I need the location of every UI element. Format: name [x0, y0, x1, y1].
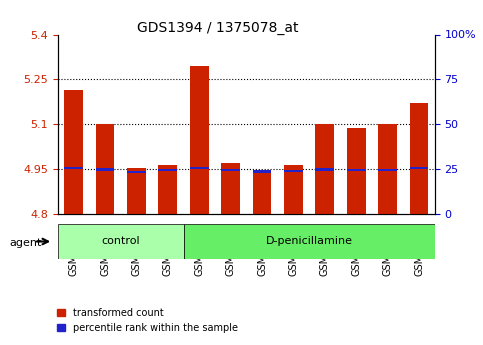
- Text: D-penicillamine: D-penicillamine: [266, 237, 353, 246]
- Bar: [347, 169, 366, 171]
- Bar: [184, 224, 435, 259]
- Bar: [96, 168, 114, 171]
- Bar: [347, 128, 366, 214]
- Bar: [378, 169, 397, 171]
- Legend: transformed count, percentile rank within the sample: transformed count, percentile rank withi…: [53, 304, 242, 337]
- Bar: [158, 165, 177, 214]
- Bar: [284, 170, 303, 172]
- Text: agent: agent: [10, 238, 42, 248]
- Bar: [284, 165, 303, 214]
- Bar: [127, 168, 146, 214]
- Bar: [64, 167, 83, 169]
- Bar: [410, 103, 428, 214]
- Bar: [378, 124, 397, 214]
- Bar: [221, 169, 240, 171]
- Bar: [127, 170, 146, 173]
- Bar: [410, 167, 428, 169]
- Bar: [253, 172, 271, 214]
- Bar: [64, 90, 83, 214]
- Bar: [315, 124, 334, 214]
- Text: GDS1394 / 1375078_at: GDS1394 / 1375078_at: [137, 21, 298, 35]
- Bar: [96, 124, 114, 214]
- Bar: [221, 163, 240, 214]
- Bar: [158, 169, 177, 171]
- Bar: [190, 66, 209, 214]
- Bar: [315, 168, 334, 171]
- Bar: [58, 224, 184, 259]
- Bar: [253, 170, 271, 172]
- Text: control: control: [101, 237, 140, 246]
- Bar: [190, 167, 209, 169]
